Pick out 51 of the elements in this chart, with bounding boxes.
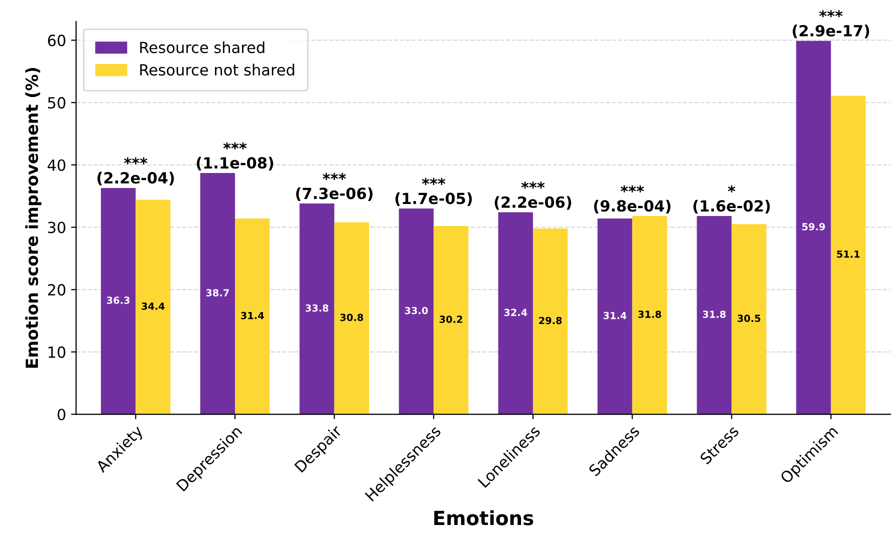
y-tick-label: 40 [48,159,66,171]
bar [498,212,533,414]
data-label: 30.2 [440,316,462,323]
data-label: 36.3 [106,296,130,304]
y-axis-title: Emotion score improvement (%) [25,68,42,368]
data-label: 38.7 [206,289,229,296]
data-label: 31.8 [702,310,726,318]
data-label: 31.4 [241,312,264,320]
data-label: 30.5 [738,314,760,322]
y-tick-label: 50 [48,97,66,109]
annotation: *** (9.8e-04) [594,185,670,214]
bar [830,96,866,414]
data-label: 33.0 [404,306,428,314]
legend-label: Resource shared [140,41,264,54]
bar [598,218,632,414]
y-tick-label: 20 [48,284,66,296]
bar [136,200,170,414]
data-label: 33.8 [306,304,328,312]
annotation: *** (2.2e-06) [494,182,572,210]
annotation: *** (2.2e-04) [97,157,174,186]
bar [300,204,334,414]
y-tick-label: 60 [48,34,66,46]
data-label: 30.8 [340,314,364,322]
bar [696,216,732,414]
bar [434,226,468,414]
annotation: *** (1.7e-05) [395,178,472,206]
y-tick-label: 0 [58,408,66,420]
bar [632,216,668,414]
bar [334,222,370,414]
bar [100,188,136,414]
data-label: 34.4 [142,302,165,310]
data-label: 31.8 [638,310,662,318]
bar [398,208,434,414]
data-label: 59.9 [802,223,825,230]
bar [796,40,831,414]
x-axis-title: Emotions [434,510,534,526]
bar [200,173,235,414]
annotation: * (1.6e-02) [693,185,770,214]
bar [234,218,270,414]
annotation: *** (7.3e-06) [296,172,372,201]
data-label: 51.1 [837,250,860,258]
data-label: 32.4 [504,308,528,316]
bar [732,224,766,414]
annotation: *** (2.9e-17) [792,10,870,38]
data-label: 29.8 [539,316,562,324]
annotation: *** (1.1e-08) [196,142,274,170]
y-tick-label: 10 [48,346,66,358]
data-label: 31.4 [604,312,626,320]
legend-label: Resource not shared [140,64,294,76]
y-tick-label: 30 [48,222,66,234]
bar [532,228,568,414]
